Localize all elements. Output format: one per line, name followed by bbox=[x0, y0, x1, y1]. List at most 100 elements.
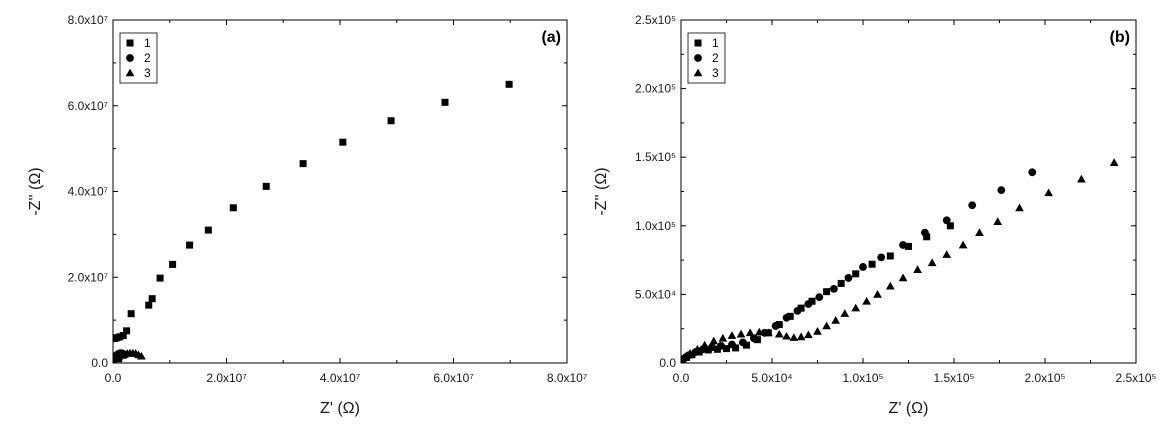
y-tick-label: 5.0x10⁴ bbox=[635, 287, 676, 301]
data-point bbox=[723, 345, 730, 353]
data-point bbox=[808, 297, 816, 305]
legend-marker bbox=[125, 68, 135, 77]
legend-marker bbox=[694, 39, 702, 47]
data-point bbox=[774, 329, 784, 338]
legend-marker bbox=[126, 54, 134, 62]
y-tick-label: 0.0 bbox=[659, 356, 676, 370]
data-point bbox=[804, 300, 813, 308]
data-point bbox=[1044, 188, 1053, 197]
data-point bbox=[823, 288, 831, 296]
data-point bbox=[145, 301, 153, 309]
data-point bbox=[339, 138, 347, 146]
data-point bbox=[1077, 174, 1086, 183]
data-point bbox=[873, 289, 882, 298]
data-point bbox=[829, 285, 838, 293]
data-point bbox=[868, 260, 876, 268]
legend-label: 3 bbox=[144, 66, 151, 80]
series-2 bbox=[681, 168, 1037, 363]
data-point bbox=[851, 303, 861, 312]
y-tick-label: 1.5x10⁵ bbox=[635, 150, 676, 164]
data-point bbox=[885, 281, 895, 290]
x-tick-label: 1.0x10⁵ bbox=[842, 371, 883, 385]
data-point bbox=[782, 331, 791, 340]
data-point bbox=[1028, 168, 1037, 177]
data-point bbox=[156, 274, 164, 282]
data-point bbox=[844, 274, 853, 282]
legend: 123 bbox=[687, 32, 726, 84]
data-point bbox=[859, 263, 867, 271]
legend-label: 2 bbox=[712, 51, 719, 65]
x-tick-label: 8.0x10⁷ bbox=[547, 371, 587, 385]
data-point bbox=[862, 296, 871, 305]
data-point bbox=[804, 330, 813, 339]
legend-label: 1 bbox=[144, 36, 151, 50]
data-point bbox=[441, 98, 449, 106]
data-point bbox=[728, 340, 736, 349]
data-point bbox=[754, 327, 764, 336]
data-point bbox=[797, 304, 805, 312]
data-point bbox=[789, 333, 799, 341]
data-point bbox=[771, 322, 780, 330]
x-tick-label: 0.0 bbox=[105, 371, 122, 385]
data-point bbox=[813, 327, 822, 335]
data-point bbox=[123, 327, 131, 335]
markers bbox=[681, 158, 1119, 363]
y-tick-label: 6.0x10⁷ bbox=[68, 99, 108, 113]
data-point bbox=[708, 343, 716, 352]
data-point bbox=[927, 258, 937, 267]
legend: 123 bbox=[119, 32, 158, 84]
data-point bbox=[505, 80, 513, 88]
data-point bbox=[169, 260, 177, 268]
data-point bbox=[718, 333, 728, 342]
series-3 bbox=[681, 158, 1119, 361]
data-point bbox=[764, 328, 773, 337]
data-point bbox=[387, 117, 395, 125]
data-point bbox=[127, 310, 135, 318]
data-point bbox=[262, 182, 270, 190]
data-point bbox=[782, 313, 791, 322]
data-point bbox=[923, 233, 931, 241]
data-point bbox=[946, 222, 954, 230]
data-point bbox=[822, 321, 831, 330]
data-point bbox=[693, 344, 702, 353]
y-tick-label: 8.0x10⁷ bbox=[68, 13, 108, 27]
x-tick-label: 4.0x10⁷ bbox=[320, 371, 360, 385]
data-point bbox=[920, 228, 929, 237]
x-tick-label: 0.0 bbox=[673, 371, 690, 385]
data-point bbox=[137, 351, 146, 360]
data-point bbox=[736, 329, 746, 338]
data-point bbox=[709, 336, 719, 345]
x-axis-title: Z' (Ω) bbox=[320, 400, 360, 417]
x-tick-label: 2.5x10⁵ bbox=[1115, 371, 1156, 385]
y-axis-title: -Z'' (Ω) bbox=[27, 167, 44, 215]
data-point bbox=[852, 270, 860, 278]
y-tick-label: 2.0x10⁷ bbox=[68, 270, 108, 284]
data-point bbox=[732, 344, 740, 352]
data-point bbox=[831, 316, 841, 324]
legend-label: 2 bbox=[144, 51, 151, 65]
data-point bbox=[717, 341, 725, 350]
data-point bbox=[186, 241, 194, 249]
panel-b: 0.0 5.0x10⁴ 1.0x10⁵ 1.5x10⁵ 2.0x10⁵ 2.5x10⁵ 0.… bbox=[593, 13, 1157, 417]
data-point bbox=[837, 279, 845, 287]
data-point bbox=[704, 346, 712, 354]
markers bbox=[113, 80, 513, 363]
series-1 bbox=[113, 80, 513, 363]
x-tick-label: 2.0x10⁵ bbox=[1024, 371, 1065, 385]
data-point bbox=[727, 331, 737, 339]
series-3 bbox=[114, 348, 146, 360]
data-point bbox=[738, 338, 747, 347]
data-point bbox=[898, 273, 908, 282]
data-point bbox=[886, 252, 894, 260]
plot-frame bbox=[680, 19, 1137, 364]
data-point bbox=[968, 201, 977, 210]
x-tick-label: 1.5x10⁵ bbox=[933, 371, 974, 385]
legend-marker bbox=[694, 54, 702, 62]
legend-label: 1 bbox=[712, 36, 719, 50]
panel-label: (b) bbox=[1110, 29, 1130, 46]
y-tick-label: 1.0x10⁵ bbox=[635, 219, 676, 233]
data-point bbox=[745, 328, 755, 337]
data-point bbox=[685, 348, 695, 357]
data-point bbox=[913, 265, 922, 274]
data-point bbox=[997, 186, 1006, 195]
